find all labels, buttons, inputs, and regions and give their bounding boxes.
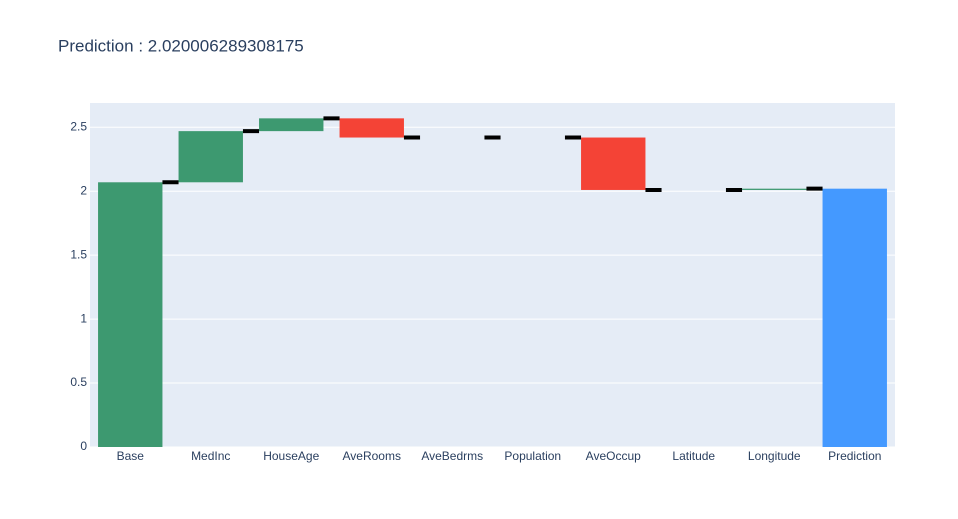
x-tick-label: Base xyxy=(117,449,145,463)
x-tick-label: MedInc xyxy=(191,449,230,463)
y-tick-label: 0.5 xyxy=(70,375,87,389)
y-tick-label: 2.5 xyxy=(70,119,87,133)
x-tick-label: Latitude xyxy=(672,449,715,463)
chart-title: Prediction : 2.020006289308175 xyxy=(58,36,304,55)
bar xyxy=(822,188,887,447)
y-tick-label: 1.5 xyxy=(70,247,87,261)
y-tick-label: 1 xyxy=(80,311,87,325)
x-tick-label: Population xyxy=(504,449,561,463)
x-tick-label: AveOccup xyxy=(586,449,641,463)
x-tick-label: Longitude xyxy=(748,449,801,463)
x-tick-label: AveBedrms xyxy=(421,449,483,463)
x-tick-label: Prediction xyxy=(828,449,881,463)
y-tick-label: 2 xyxy=(80,183,87,197)
bar xyxy=(339,118,404,138)
y-tick-label: 0 xyxy=(80,439,87,453)
bar xyxy=(178,131,243,183)
x-tick-label: AveRooms xyxy=(343,449,401,463)
bar xyxy=(98,182,163,447)
bar xyxy=(742,188,807,190)
bar xyxy=(581,137,646,190)
bar xyxy=(259,118,324,132)
x-tick-label: HouseAge xyxy=(263,449,319,463)
